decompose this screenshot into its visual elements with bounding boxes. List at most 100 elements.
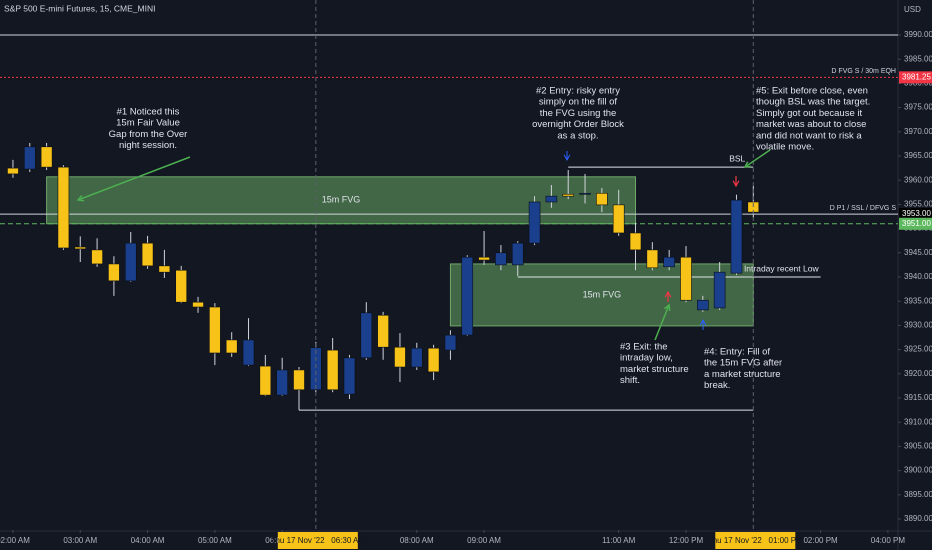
arrow <box>77 156 191 201</box>
annotation-text: and did not want to risk a <box>756 130 862 141</box>
candle-body <box>209 306 221 354</box>
annotation-text: though BSL was the target. <box>756 97 870 108</box>
candle-body <box>478 256 490 261</box>
candle-body <box>225 339 238 354</box>
candle-body <box>545 195 558 203</box>
annotation-text: #2 Entry: risky entry <box>536 86 620 97</box>
annotation-text: Gap from the Over <box>109 129 188 140</box>
price-tag <box>899 217 932 230</box>
candle-body <box>427 347 440 373</box>
arrow-head <box>743 161 752 168</box>
price-tag <box>899 208 932 221</box>
annotation-text: overnight Order Block <box>532 119 624 130</box>
arrow-head <box>732 180 740 188</box>
candle-body <box>713 271 726 309</box>
annotation-text: volatile move. <box>756 142 814 153</box>
currency: USD <box>904 5 921 14</box>
arrow-head <box>663 303 671 312</box>
y-tick-label: 3920.00 <box>904 369 932 378</box>
price-tag-label: 3953.00 <box>902 209 931 218</box>
candle-body <box>23 146 36 170</box>
candle-body <box>91 249 103 265</box>
annotation-text: #1 Noticed this <box>117 107 180 118</box>
y-tick-label: 3960.00 <box>904 175 932 184</box>
candle-body <box>57 166 70 249</box>
x-tick-label: 02:00 AM <box>0 536 30 545</box>
candle-body <box>596 192 608 206</box>
y-tick-label: 3965.00 <box>904 151 932 160</box>
annotation-text: the 15m FVG after <box>704 358 782 369</box>
date-highlight-label: Thu 17 Nov '22 01:00 PM <box>708 536 803 545</box>
y-tick-label: 3970.00 <box>904 127 932 136</box>
annotation-text: #5: Exit before close, even <box>756 86 868 97</box>
candle-body <box>192 301 204 308</box>
y-tick-label: 3940.00 <box>904 272 932 281</box>
chart-title: S&P 500 E-mini Futures, 15, CME_MINI <box>4 3 155 13</box>
candle-body <box>697 299 709 311</box>
x-tick-label: 05:00 AM <box>198 536 232 545</box>
y-tick-label: 3910.00 <box>904 417 932 426</box>
x-tick-label: 04:00 PM <box>871 536 906 545</box>
arrow-head <box>76 194 85 202</box>
annotation-text: Simply got out because it <box>756 108 863 119</box>
x-tick-label: 11:00 AM <box>602 536 636 545</box>
y-tick-label: 3955.00 <box>904 200 932 209</box>
x-tick-label: 04:00 AM <box>131 536 165 545</box>
y-tick-label: 3930.00 <box>904 321 932 330</box>
y-tick-label: 3895.00 <box>904 490 932 499</box>
y-tick-label: 3985.00 <box>904 54 932 63</box>
price-tag-label: 3981.25 <box>902 72 931 81</box>
arrow-head <box>664 290 672 298</box>
y-tick-label: 3975.00 <box>904 103 932 112</box>
candle-body <box>293 369 305 391</box>
candle-body <box>310 347 322 391</box>
annotation-text: shift. <box>620 375 640 386</box>
candle-body <box>124 242 137 282</box>
annotation-text: night session. <box>119 140 177 151</box>
annotation-text: break. <box>704 380 730 391</box>
candle-body <box>410 347 423 368</box>
candle-body <box>511 242 524 266</box>
y-tick-label: 3890.00 <box>904 514 932 523</box>
y-tick-label: 3935.00 <box>904 296 932 305</box>
y-tick-label: 3990.00 <box>904 30 932 39</box>
annotation-text: simply on the fill of <box>539 97 618 108</box>
x-tick-label: 12:00 PM <box>669 536 704 545</box>
candle-body <box>394 346 406 368</box>
y-tick-label: 3905.00 <box>904 442 932 451</box>
annotation-text: #4: Entry: Fill of <box>704 347 770 358</box>
candle-body <box>562 193 575 197</box>
candle-body <box>377 314 389 348</box>
annotation-text: market structure <box>620 364 689 375</box>
zone-label: 15m FVG <box>322 195 361 205</box>
candle-body <box>242 339 255 366</box>
y-tick-label: 3915.00 <box>904 393 932 402</box>
price-line-text: D FVG S / 30m EQH <box>831 68 896 75</box>
candle-body <box>360 312 373 359</box>
x-tick-label: 08:00 AM <box>400 536 434 545</box>
x-tick-label: 09:00 AM <box>467 536 501 545</box>
zone-label: 15m FVG <box>583 289 622 299</box>
candle-body <box>680 256 692 301</box>
candle-body <box>730 199 743 274</box>
x-tick-label: 03:00 AM <box>63 536 97 545</box>
annotation-text: 15m Fair Value <box>116 118 180 129</box>
x-tick-label: 02:00 PM <box>803 536 838 545</box>
candle-body <box>528 201 541 244</box>
date-highlight <box>715 532 796 549</box>
candle-body <box>629 232 642 251</box>
candle-body <box>663 256 675 268</box>
arrow <box>654 304 670 341</box>
annotation-text: intraday low, <box>620 353 673 364</box>
candle-body <box>7 167 19 175</box>
date-highlight-label: Thu 17 Nov '22 06:30 AM <box>271 536 366 545</box>
arrow-head <box>563 154 571 162</box>
annotation-text: market was about to close <box>756 119 866 130</box>
annotation-text: #3 Exit: the <box>620 342 668 353</box>
candle-body <box>461 256 474 336</box>
candle-body <box>158 265 171 273</box>
candle-body <box>444 334 457 351</box>
annotation-text: as a stop. <box>557 130 598 141</box>
